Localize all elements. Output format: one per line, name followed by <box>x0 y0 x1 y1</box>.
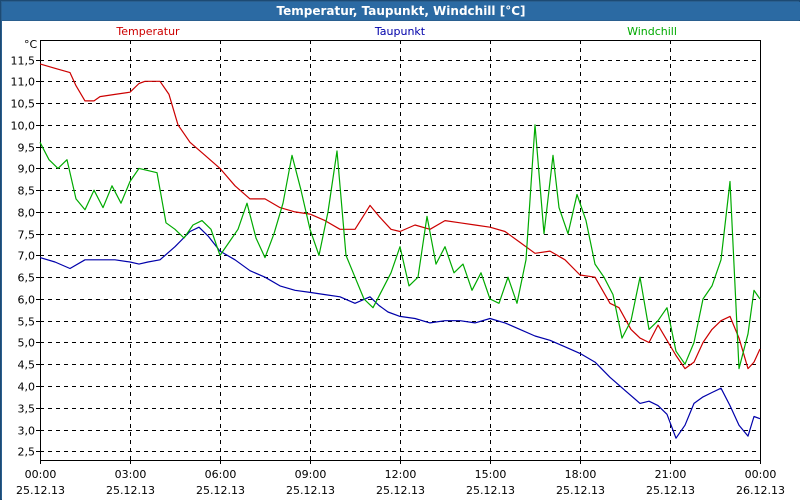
y-tick-label: 6,5 <box>18 272 36 285</box>
x-tick-time: 00:00 <box>25 468 57 481</box>
y-tick-label: 10,5 <box>11 98 36 111</box>
x-tick-time: 09:00 <box>295 468 327 481</box>
grid-lines <box>40 40 760 460</box>
y-tick-label: 8,0 <box>18 207 36 220</box>
y-tick-label: 4,0 <box>18 381 36 394</box>
y-tick-label: 5,0 <box>18 337 36 350</box>
x-tick-date: 25.12.13 <box>16 484 65 497</box>
x-tick-date: 25.12.13 <box>646 484 695 497</box>
y-tick-label: 3,0 <box>18 425 36 438</box>
legend: Temperatur Taupunkt Windchill <box>115 25 677 38</box>
series-lines <box>39 63 761 439</box>
y-tick-label: 4,5 <box>18 359 36 372</box>
x-tick-time: 21:00 <box>655 468 687 481</box>
y-tick-label: 9,5 <box>18 142 36 155</box>
y-tick-label: 11,5 <box>11 55 36 68</box>
y-tick-label: 7,5 <box>18 229 36 242</box>
series-line-taupunkt <box>39 226 761 439</box>
y-tick-label: 8,5 <box>18 185 36 198</box>
chart-title: Temperatur, Taupunkt, Windchill [°C] <box>2 2 800 20</box>
y-tick-label: 5,5 <box>18 316 36 329</box>
y-tick-label: 3,5 <box>18 403 36 416</box>
y-tick-label: 9,0 <box>18 163 36 176</box>
x-tick-date: 25.12.13 <box>106 484 155 497</box>
x-tick-time: 18:00 <box>565 468 597 481</box>
y-tick-label: 2,5 <box>18 446 36 459</box>
y-tick-label: 11,0 <box>11 76 36 89</box>
x-tick-date: 26.12.13 <box>736 484 785 497</box>
x-tick-time: 00:00 <box>745 468 777 481</box>
x-axis-ticks: 00:00 25.12.13 03:00 25.12.13 06:00 25.12.13 0… <box>16 468 785 497</box>
legend-item-windchill: Windchill <box>627 25 677 38</box>
series-line-windchill <box>39 124 761 370</box>
x-tick-time: 12:00 <box>385 468 417 481</box>
legend-item-temperatur: Temperatur <box>115 25 180 38</box>
series-line-temperatur <box>39 63 761 370</box>
x-tick-date: 25.12.13 <box>286 484 335 497</box>
x-tick-date: 25.12.13 <box>196 484 245 497</box>
x-tick-time: 03:00 <box>115 468 147 481</box>
x-tick-date: 25.12.13 <box>556 484 605 497</box>
y-tick-label: 7,0 <box>18 250 36 263</box>
y-axis-ticks: 2,5 3,0 3,5 4,0 4,5 5,0 5,5 6,0 6,5 7,0 7,5 8,0 8,5 9… <box>11 55 36 459</box>
x-tick-time: 15:00 <box>475 468 507 481</box>
x-tick-date: 25.12.13 <box>376 484 425 497</box>
y-tick-label: 10,0 <box>11 120 36 133</box>
legend-item-taupunkt: Taupunkt <box>374 25 426 38</box>
axes <box>36 40 761 464</box>
y-axis-label: °C <box>24 38 38 51</box>
x-tick-time: 06:00 <box>205 468 237 481</box>
chart-panel <box>2 21 800 500</box>
y-tick-label: 6,0 <box>18 294 36 307</box>
x-tick-date: 25.12.13 <box>466 484 515 497</box>
plot-area-border <box>40 40 761 461</box>
